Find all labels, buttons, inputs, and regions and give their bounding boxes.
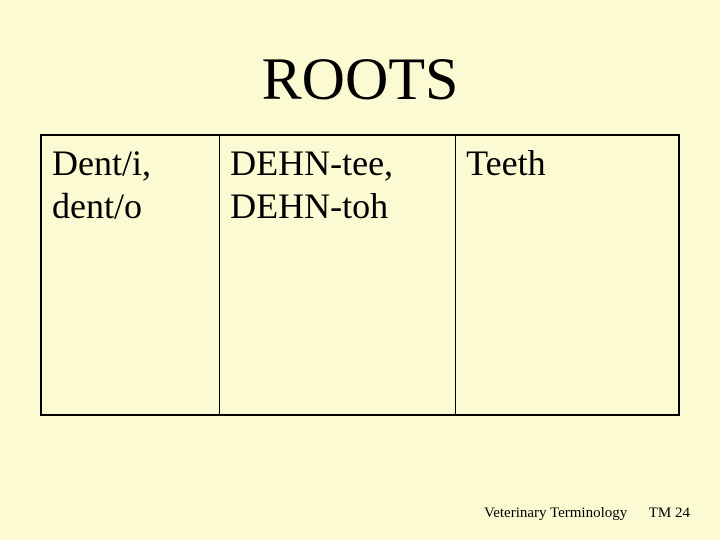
slide-footer: Veterinary Terminology TM 24 <box>484 505 690 522</box>
slide: ROOTS Dent/i, dent/o DEHN-tee, DEHN-toh … <box>0 0 720 540</box>
roots-table: Dent/i, dent/o DEHN-tee, DEHN-toh Teeth <box>40 134 680 416</box>
footer-label: Veterinary Terminology <box>484 505 627 521</box>
footer-page-prefix: TM <box>649 505 672 521</box>
slide-title: ROOTS <box>0 0 720 134</box>
root-cell: Dent/i, dent/o <box>41 135 220 415</box>
footer-page-number: 24 <box>675 505 690 521</box>
meaning-cell: Teeth <box>456 135 679 415</box>
roots-table-container: Dent/i, dent/o DEHN-tee, DEHN-toh Teeth <box>40 134 680 416</box>
table-row: Dent/i, dent/o DEHN-tee, DEHN-toh Teeth <box>41 135 679 415</box>
pronunciation-cell: DEHN-tee, DEHN-toh <box>220 135 456 415</box>
